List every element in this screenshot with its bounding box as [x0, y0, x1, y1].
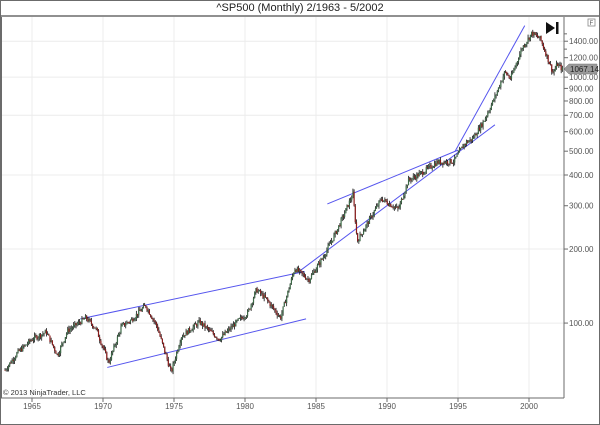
x-tick-label: 1965 — [23, 402, 41, 411]
chart-grid — [2, 17, 564, 398]
y-tick-label: 800.00 — [569, 97, 594, 106]
y-axis[interactable]: 100.00 200.00 300.00 400.00 500.00 600.00 700.… — [564, 33, 598, 328]
trendline[interactable] — [80, 271, 305, 320]
x-tick-label: 1980 — [236, 402, 254, 411]
trendlines[interactable] — [80, 25, 526, 368]
x-tick-label: 2000 — [520, 402, 538, 411]
y-tick-label: 900.00 — [569, 84, 594, 93]
last-price-label: 1067.14 — [570, 65, 599, 74]
window-option-icon[interactable]: F — [587, 18, 596, 27]
trendline[interactable] — [454, 25, 526, 152]
y-tick-label: 500.00 — [569, 147, 594, 156]
chart-title: ^SP500 (Monthly) 2/1963 - 5/2002 — [216, 2, 384, 14]
play-end-icon[interactable] — [546, 22, 559, 34]
x-axis[interactable]: 1965 1970 1975 1980 1985 1990 1995 2000 — [23, 398, 538, 411]
y-tick-label: 700.00 — [569, 111, 594, 120]
trendline[interactable] — [107, 318, 307, 368]
x-tick-label: 1985 — [307, 402, 325, 411]
x-tick-label: 1970 — [94, 402, 112, 411]
y-tick-label: 400.00 — [569, 171, 594, 180]
last-price-marker: 1067.14 — [563, 63, 599, 75]
candlestick-series — [4, 29, 563, 375]
y-tick-label: 200.00 — [569, 245, 594, 254]
trendline[interactable] — [327, 149, 459, 205]
y-tick-label: 100.00 — [569, 319, 594, 328]
copyright-label: © 2013 NinjaTrader, LLC — [3, 388, 86, 397]
y-tick-label: 1200.00 — [569, 54, 598, 63]
svg-text:F: F — [590, 21, 594, 27]
x-tick-label: 1995 — [449, 402, 467, 411]
x-tick-label: 1990 — [378, 402, 396, 411]
y-tick-label: 300.00 — [569, 202, 594, 211]
x-tick-label: 1975 — [165, 402, 183, 411]
y-tick-label: 1000.00 — [569, 73, 598, 82]
y-tick-label: 600.00 — [569, 128, 594, 137]
y-tick-label: 1400.00 — [569, 37, 598, 46]
trendline[interactable] — [298, 124, 496, 272]
